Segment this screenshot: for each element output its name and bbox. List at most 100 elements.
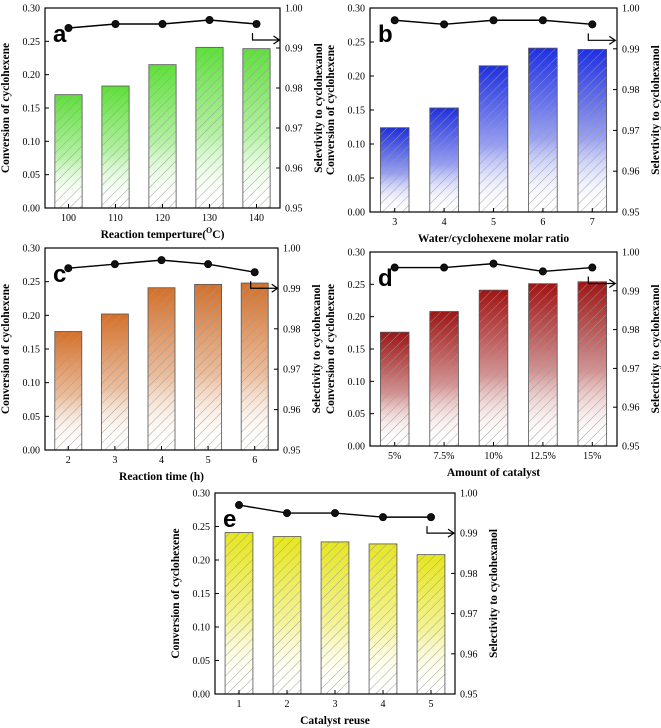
ytick-label-d-6: 0.30 <box>348 248 366 259</box>
ytick-label-d-2: 0.10 <box>348 377 366 388</box>
ytick-label-b-0: 0.00 <box>348 208 366 219</box>
selectivity-point-c-3 <box>204 260 213 269</box>
ytick-right-label-a-4: 0.99 <box>285 44 303 55</box>
ytick-right-label-e-5: 1.00 <box>460 489 478 500</box>
xtick-label-a-1: 110 <box>108 213 123 224</box>
bar-hatch-d-4 <box>577 281 607 446</box>
ytick-right-label-c-1: 0.96 <box>283 405 301 416</box>
selectivity-point-c-4 <box>250 268 259 277</box>
bar-hatch-b-4 <box>577 49 607 213</box>
ytick-right-label-c-0: 0.95 <box>283 446 301 457</box>
bar-hatch-a-1 <box>101 86 130 208</box>
selectivity-point-c-0 <box>64 264 73 273</box>
right-axis-arrowhead-a <box>273 35 281 45</box>
right-axis-arrowhead-b <box>608 35 617 45</box>
ytick-right-label-e-2: 0.97 <box>460 609 478 620</box>
right-axis-arrowhead-e <box>447 528 456 538</box>
ytick-label-c-0: 0.00 <box>23 446 41 457</box>
ytick-label-b-4: 0.20 <box>348 72 366 83</box>
ytick-label-a-4: 0.20 <box>23 70 41 81</box>
xtick-label-b-4: 7 <box>590 217 595 228</box>
bar-hatch-e-4 <box>417 554 445 694</box>
selectivity-point-b-2 <box>489 16 498 25</box>
xaxis-label-prefix: Reaction temperture( <box>101 229 207 241</box>
ytick-label-e-5: 0.25 <box>193 522 211 533</box>
ytick-right-label-d-3: 0.98 <box>622 325 640 336</box>
panel-label-d: d <box>378 265 393 292</box>
selectivity-point-a-1 <box>111 19 120 28</box>
xtick-label-a-4: 140 <box>249 213 264 224</box>
ytick-label-a-6: 0.30 <box>23 4 41 15</box>
yaxis-label-c: Conversion of cyclohexene <box>0 284 12 414</box>
panel-e: 0.00 0.05 0.10 0.15 0.20 0.25 0.30 0.95 0.96 0.97… <box>170 489 500 728</box>
panel-label-a: a <box>53 21 67 48</box>
ytick-right-label-d-2: 0.97 <box>622 364 640 375</box>
panel-c: 0.00 0.05 0.10 0.15 0.20 0.25 0.30 0.95 0.96 0.97… <box>0 244 323 484</box>
ytick-label-d-0: 0.00 <box>348 442 366 453</box>
xaxis-label-c: Reaction time (h) <box>119 471 204 483</box>
bar-hatch-e-2 <box>321 541 349 694</box>
xtick-label-b-1: 4 <box>442 217 447 228</box>
ytick-label-a-3: 0.15 <box>23 104 41 115</box>
ytick-right-label-b-2: 0.97 <box>622 126 640 137</box>
ytick-label-c-4: 0.20 <box>23 311 41 322</box>
selectivity-point-e-1 <box>282 509 291 518</box>
yaxis-right-label-b: Selevtivity to cyclohexanol <box>650 45 661 175</box>
ytick-right-label-b-0: 0.95 <box>622 208 640 219</box>
selectivity-point-d-2 <box>489 259 498 268</box>
ytick-label-b-3: 0.15 <box>348 106 366 117</box>
right-axis-arrow-e <box>426 526 453 534</box>
selectivity-point-b-4 <box>588 20 597 29</box>
selectivity-point-d-4 <box>588 263 597 272</box>
xtick-label-b-0: 3 <box>392 217 397 228</box>
selectivity-point-b-0 <box>390 16 399 25</box>
ytick-label-e-0: 0.00 <box>193 690 211 701</box>
ytick-label-b-2: 0.10 <box>348 140 366 151</box>
xtick-label-a-0: 100 <box>61 213 76 224</box>
ytick-label-e-1: 0.05 <box>193 656 211 667</box>
bar-hatch-a-2 <box>148 64 177 209</box>
xtick-label-d-0: 5% <box>388 451 401 462</box>
ytick-label-d-3: 0.15 <box>348 345 366 356</box>
ytick-right-label-a-1: 0.96 <box>285 164 303 175</box>
bar-hatch-d-1 <box>429 311 459 446</box>
xtick-label-d-4: 15% <box>583 451 601 462</box>
right-axis-arrow-d <box>587 276 615 285</box>
bar-hatch-c-1 <box>101 313 129 450</box>
selectivity-point-c-1 <box>110 260 119 269</box>
selectivity-point-e-3 <box>378 513 387 522</box>
selectivity-point-e-2 <box>330 509 339 518</box>
yaxis-right-label-a: Selevtivity to cyclohexanol <box>313 43 325 173</box>
selectivity-point-a-4 <box>252 19 261 28</box>
panel-d: 0.00 0.05 0.10 0.15 0.20 0.25 0.30 0.95 0.96 0.97… <box>325 248 661 480</box>
ytick-label-b-1: 0.05 <box>348 174 366 185</box>
ytick-label-e-6: 0.30 <box>193 489 211 500</box>
selectivity-point-b-1 <box>440 20 449 29</box>
bar-hatch-a-0 <box>54 94 83 208</box>
yaxis-label-d: Conversion of cyclohexene <box>325 284 337 414</box>
xtick-label-b-2: 5 <box>491 217 496 228</box>
ytick-label-b-6: 0.30 <box>348 4 366 15</box>
xtick-label-e-2: 3 <box>333 699 338 710</box>
right-axis-arrow-b <box>587 33 615 41</box>
xtick-label-c-4: 6 <box>252 455 257 466</box>
bar-hatch-a-3 <box>195 47 224 209</box>
ytick-right-label-a-3: 0.98 <box>285 84 303 95</box>
xaxis-label-b: Water/cyclohexene molar ratio <box>418 233 569 245</box>
bar-hatch-e-3 <box>369 543 397 694</box>
xtick-label-b-3: 6 <box>540 217 545 228</box>
panel-label-e: e <box>223 506 236 533</box>
ytick-right-label-b-4: 0.99 <box>622 44 640 55</box>
ytick-right-label-b-5: 1.00 <box>622 4 640 15</box>
xtick-label-e-1: 2 <box>285 699 290 710</box>
selectivity-point-a-3 <box>205 15 214 24</box>
selectivity-point-e-0 <box>234 501 243 510</box>
xtick-label-a-3: 130 <box>202 213 217 224</box>
ytick-right-label-e-1: 0.96 <box>460 649 478 660</box>
ytick-label-b-5: 0.25 <box>348 38 366 49</box>
selectivity-point-b-3 <box>538 16 547 25</box>
ytick-label-a-2: 0.10 <box>23 137 41 148</box>
xtick-label-e-0: 1 <box>237 699 242 710</box>
selectivity-point-d-0 <box>390 263 399 272</box>
